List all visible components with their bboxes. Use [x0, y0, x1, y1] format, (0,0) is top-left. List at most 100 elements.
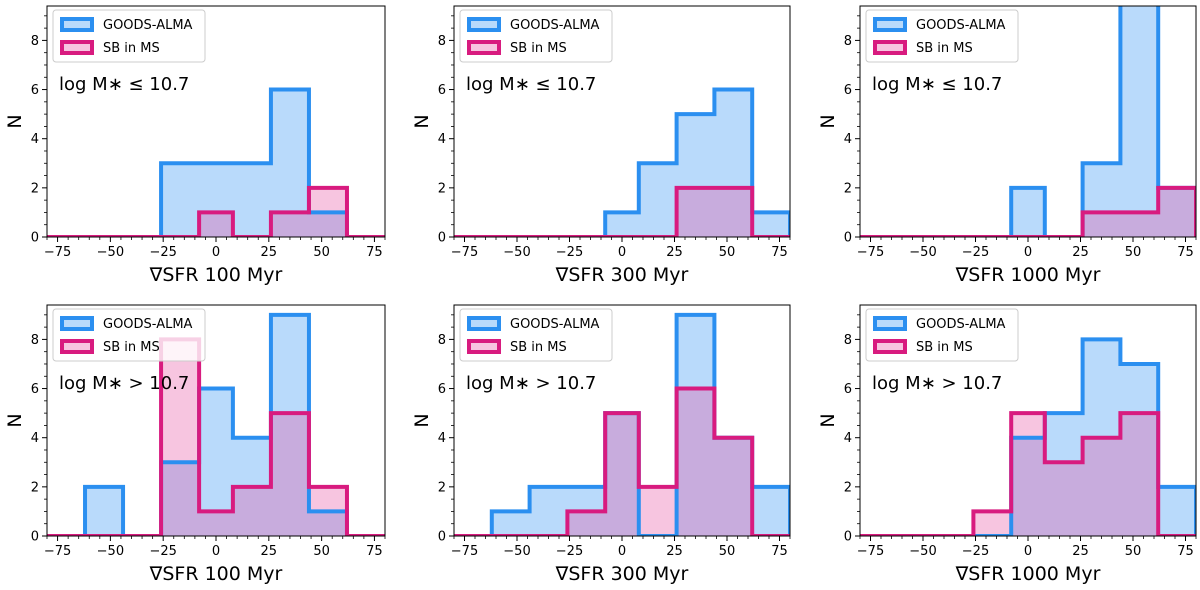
x-axis-label: ∇SFR 100 Myr — [149, 563, 283, 585]
legend-label-sb-in-ms: SB in MS — [510, 41, 567, 56]
goods-alma-fill — [47, 89, 385, 237]
y-tick-label: 4 — [438, 431, 446, 446]
x-tick-label: 0 — [212, 544, 220, 559]
x-tick-label: −25 — [149, 245, 176, 260]
x-tick-label: −50 — [503, 544, 530, 559]
panel-3: −75 −50 −25 0 25 50 75 0 2 4 6 8 ∇SFR 1000 Myr N GOODS… — [817, 5, 1197, 286]
x-tick-label: −75 — [451, 245, 478, 260]
x-tick-label: 50 — [719, 544, 736, 559]
sb-in-ms-outline — [454, 185, 790, 237]
x-axis-label: ∇SFR 1000 Myr — [955, 563, 1101, 585]
plot-area — [860, 6, 1196, 237]
x-tick-label: 0 — [1024, 544, 1032, 559]
legend-swatch-sb-in-ms — [467, 40, 501, 55]
x-tick-label: 25 — [261, 544, 278, 559]
x-tick-label: −75 — [44, 245, 71, 260]
goods-alma-fill — [860, 6, 1196, 237]
mass-bin-annotation: log M∗ ≤ 10.7 — [466, 74, 596, 95]
goods-alma-outline — [47, 87, 385, 237]
y-tick-label: 6 — [31, 83, 39, 98]
x-tick-label: −75 — [857, 544, 884, 559]
legend-swatch-goods-alma — [60, 316, 94, 331]
legend-swatch-goods-alma — [60, 17, 94, 32]
x-tick-label: −50 — [503, 245, 530, 260]
y-tick-label: 8 — [438, 34, 446, 49]
sb-in-ms-outline — [860, 411, 1196, 536]
y-tick-label: 2 — [438, 181, 446, 196]
legend-swatch-sb-in-ms — [60, 40, 94, 55]
x-tick-label: 0 — [618, 245, 626, 260]
y-tick-label: 2 — [31, 181, 39, 196]
plot-area — [47, 312, 385, 536]
y-tick-label: 2 — [844, 480, 852, 495]
x-tick-label: 25 — [1072, 245, 1089, 260]
sb-in-ms-fill — [860, 187, 1196, 237]
x-tick-label: −50 — [97, 544, 124, 559]
sb-in-ms-outline — [454, 386, 790, 536]
x-tick-label: 75 — [771, 245, 788, 260]
plot-area — [454, 312, 790, 536]
x-tick-label: −25 — [556, 544, 583, 559]
x-tick-label: −25 — [556, 245, 583, 260]
legend-swatch-goods-alma — [873, 17, 907, 32]
legend-label-sb-in-ms: SB in MS — [103, 41, 160, 56]
y-tick-label: 2 — [438, 480, 446, 495]
x-axis-label: ∇SFR 1000 Myr — [955, 264, 1101, 286]
legend-label-sb-in-ms: SB in MS — [510, 340, 567, 355]
legend-swatch-sb-in-ms — [873, 339, 907, 354]
x-tick-label: 50 — [313, 245, 330, 260]
legend-swatch-sb-in-ms — [60, 339, 94, 354]
sb-in-ms-fill — [454, 187, 790, 237]
x-tick-label: 50 — [1125, 245, 1142, 260]
y-tick-label: 4 — [31, 431, 39, 446]
x-tick-label: 50 — [719, 245, 736, 260]
legend-label-goods-alma: GOODS-ALMA — [916, 18, 1006, 33]
goods-alma-outline — [860, 6, 1196, 237]
x-axis-label: ∇SFR 300 Myr — [555, 563, 689, 585]
y-tick-label: 6 — [438, 83, 446, 98]
y-axis-label: N — [411, 413, 433, 427]
sb-in-ms-fill — [454, 388, 790, 536]
y-tick-label: 0 — [438, 530, 446, 545]
y-tick-label: 2 — [844, 181, 852, 196]
sb-in-ms-fill — [47, 187, 385, 237]
y-tick-label: 4 — [438, 132, 446, 147]
legend-label-goods-alma: GOODS-ALMA — [916, 317, 1006, 332]
y-tick-label: 4 — [844, 132, 852, 147]
panel-5: −75 −50 −25 0 25 50 75 0 2 4 6 8 ∇SFR 300 Myr N GOODS-… — [411, 304, 791, 585]
goods-alma-outline — [454, 87, 790, 237]
y-tick-label: 0 — [31, 530, 39, 545]
x-tick-label: 50 — [1125, 544, 1142, 559]
y-tick-label: 6 — [438, 382, 446, 397]
panel-4: −75 −50 −25 0 25 50 75 0 2 4 6 8 ∇SFR 100 Myr N GOODS-… — [4, 304, 386, 585]
y-axis-label: N — [411, 114, 433, 128]
sb-in-ms-outline — [860, 185, 1196, 237]
x-tick-label: −25 — [962, 544, 989, 559]
x-tick-label: 75 — [1177, 245, 1194, 260]
sb-in-ms-outline — [47, 185, 385, 237]
x-tick-label: −75 — [451, 544, 478, 559]
legend-label-sb-in-ms: SB in MS — [916, 41, 973, 56]
y-tick-label: 8 — [844, 34, 852, 49]
x-tick-label: 0 — [618, 544, 626, 559]
x-tick-label: 25 — [1072, 544, 1089, 559]
panel-1: −75 −50 −25 0 25 50 75 0 2 4 6 8 ∇SFR 100 Myr N GOODS-… — [4, 5, 386, 286]
plot-area — [47, 87, 385, 237]
x-axis-label: ∇SFR 100 Myr — [149, 264, 283, 286]
y-tick-label: 2 — [31, 480, 39, 495]
x-tick-label: 75 — [771, 544, 788, 559]
goods-alma-fill — [454, 314, 790, 536]
x-tick-label: 25 — [666, 245, 683, 260]
mass-bin-annotation: log M∗ ≤ 10.7 — [872, 74, 1002, 95]
sb-in-ms-fill — [860, 413, 1196, 536]
y-tick-label: 6 — [844, 83, 852, 98]
mass-bin-annotation: log M∗ > 10.7 — [59, 373, 189, 394]
x-tick-label: −25 — [149, 544, 176, 559]
x-tick-label: −25 — [962, 245, 989, 260]
goods-alma-fill — [454, 89, 790, 237]
x-tick-label: 25 — [666, 544, 683, 559]
plot-area — [454, 87, 790, 237]
legend-label-goods-alma: GOODS-ALMA — [103, 317, 193, 332]
panel-6: −75 −50 −25 0 25 50 75 0 2 4 6 8 ∇SFR 1000 Myr N GOODS… — [817, 304, 1197, 585]
x-tick-label: 0 — [212, 245, 220, 260]
